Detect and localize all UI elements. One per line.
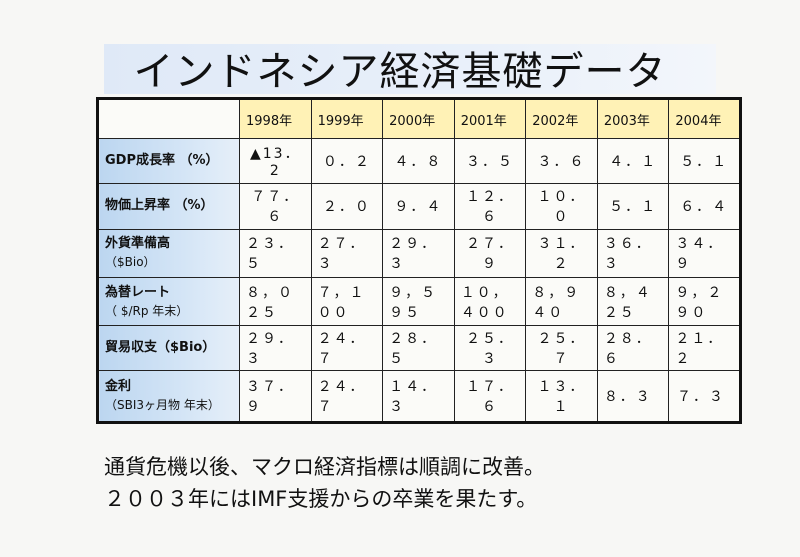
- data-cell: ２７．３: [310, 228, 384, 279]
- table-row: 金利 （SBI3ヶ月物 年末） ３７．９ ２４．７ １４．３ １７．６ １３．１ …: [97, 369, 741, 424]
- year-header: 2001年: [453, 97, 527, 140]
- row-label: 貿易収支（$Bio）: [97, 325, 240, 371]
- data-cell: ０．２: [310, 138, 384, 184]
- table-row: 外貨準備高 （$Bio） ２３．５ ２７．３ ２９．３ ２７．９ ３１．２ ３６．…: [97, 228, 741, 279]
- summary-line-2: ２００３年にはIMF支援からの卒業を果たす。: [104, 487, 538, 511]
- data-cell: ２９．３: [239, 325, 312, 371]
- data-cell: １３．１: [525, 369, 598, 424]
- data-cell: ２３．５: [239, 228, 312, 279]
- row-label: 為替レート（ $/Rp 年末）: [97, 277, 240, 327]
- data-cell: ３．５: [453, 138, 527, 184]
- data-cell: ５．１: [596, 182, 670, 230]
- data-cell: ▲13．2: [239, 138, 312, 184]
- table-row: 貿易収支（$Bio） ２９．３ ２４．７ ２８．５ ２５．３ ２５．７ ２８．６…: [97, 325, 741, 371]
- data-cell: ２８．６: [596, 325, 670, 371]
- table-row: 為替レート（ $/Rp 年末） ８，０２５ ７，１００ ９，５９５ １０，４００…: [97, 277, 741, 327]
- row-label: 金利 （SBI3ヶ月物 年末）: [97, 369, 240, 424]
- data-cell: ２５．３: [453, 325, 527, 371]
- title-background: [104, 44, 716, 94]
- row-label: 外貨準備高 （$Bio）: [97, 228, 240, 279]
- data-cell: １０，４００: [453, 277, 527, 327]
- data-cell: ２１．２: [668, 325, 741, 371]
- data-cell: ２４．７: [310, 369, 384, 424]
- data-cell: ８，０２５: [239, 277, 312, 327]
- data-cell: ３７．９: [239, 369, 312, 424]
- data-cell: ８，９４０: [525, 277, 598, 327]
- data-cell: ２．０: [310, 182, 384, 230]
- data-cell: ９，２９０: [668, 277, 741, 327]
- data-cell: １７．６: [453, 369, 527, 424]
- data-cell: ４．１: [596, 138, 670, 184]
- year-header: 2004年: [668, 97, 741, 140]
- year-header: 2000年: [382, 97, 455, 140]
- data-cell: ７．３: [668, 369, 741, 424]
- data-cell: ８，４２５: [596, 277, 670, 327]
- data-cell: ２９．３: [382, 228, 455, 279]
- data-cell: ２８．５: [382, 325, 455, 371]
- year-header: 2003年: [596, 97, 670, 140]
- data-cell: ９．４: [382, 182, 455, 230]
- table-row: GDP成長率 （%） ▲13．2 ０．２ ４．８ ３．５ ３．６ ４．１ ５．１: [97, 138, 741, 184]
- economic-data-table: 1998年 1999年 2000年 2001年 2002年 2003年 2004…: [96, 97, 742, 424]
- header-row: 1998年 1999年 2000年 2001年 2002年 2003年 2004…: [97, 97, 741, 140]
- data-cell: ３４．９: [668, 228, 741, 279]
- data-cell: ２４．７: [310, 325, 384, 371]
- year-header: 2002年: [525, 97, 598, 140]
- data-cell: ７７．６: [239, 182, 312, 230]
- year-header: 1998年: [239, 97, 312, 140]
- row-label: GDP成長率 （%）: [97, 138, 240, 184]
- corner-cell: [97, 97, 240, 140]
- table-row: 物価上昇率 （%） ７７．６ ２．０ ９．４ １２．６ １０．０ ５．１ ６．４: [97, 182, 741, 230]
- data-cell: ４．８: [382, 138, 455, 184]
- data-cell: ３．６: [525, 138, 598, 184]
- page-title: インドネシア経済基礎データ: [133, 49, 667, 95]
- data-cell: ３６．３: [596, 228, 670, 279]
- data-cell: ８．３: [596, 369, 670, 424]
- data-cell: ３１．２: [525, 228, 598, 279]
- summary-line-1: 通貨危機以後、マクロ経済指標は順調に改善。: [104, 455, 545, 479]
- data-cell: １２．６: [453, 182, 527, 230]
- data-cell: １４．３: [382, 369, 455, 424]
- data-cell: ２５．７: [525, 325, 598, 371]
- data-cell: ６．４: [668, 182, 741, 230]
- row-label: 物価上昇率 （%）: [97, 182, 240, 230]
- data-cell: ７，１００: [310, 277, 384, 327]
- data-cell: ５．１: [668, 138, 741, 184]
- data-cell: ９，５９５: [382, 277, 455, 327]
- data-cell: ２７．９: [453, 228, 527, 279]
- year-header: 1999年: [310, 97, 384, 140]
- data-cell: １０．０: [525, 182, 598, 230]
